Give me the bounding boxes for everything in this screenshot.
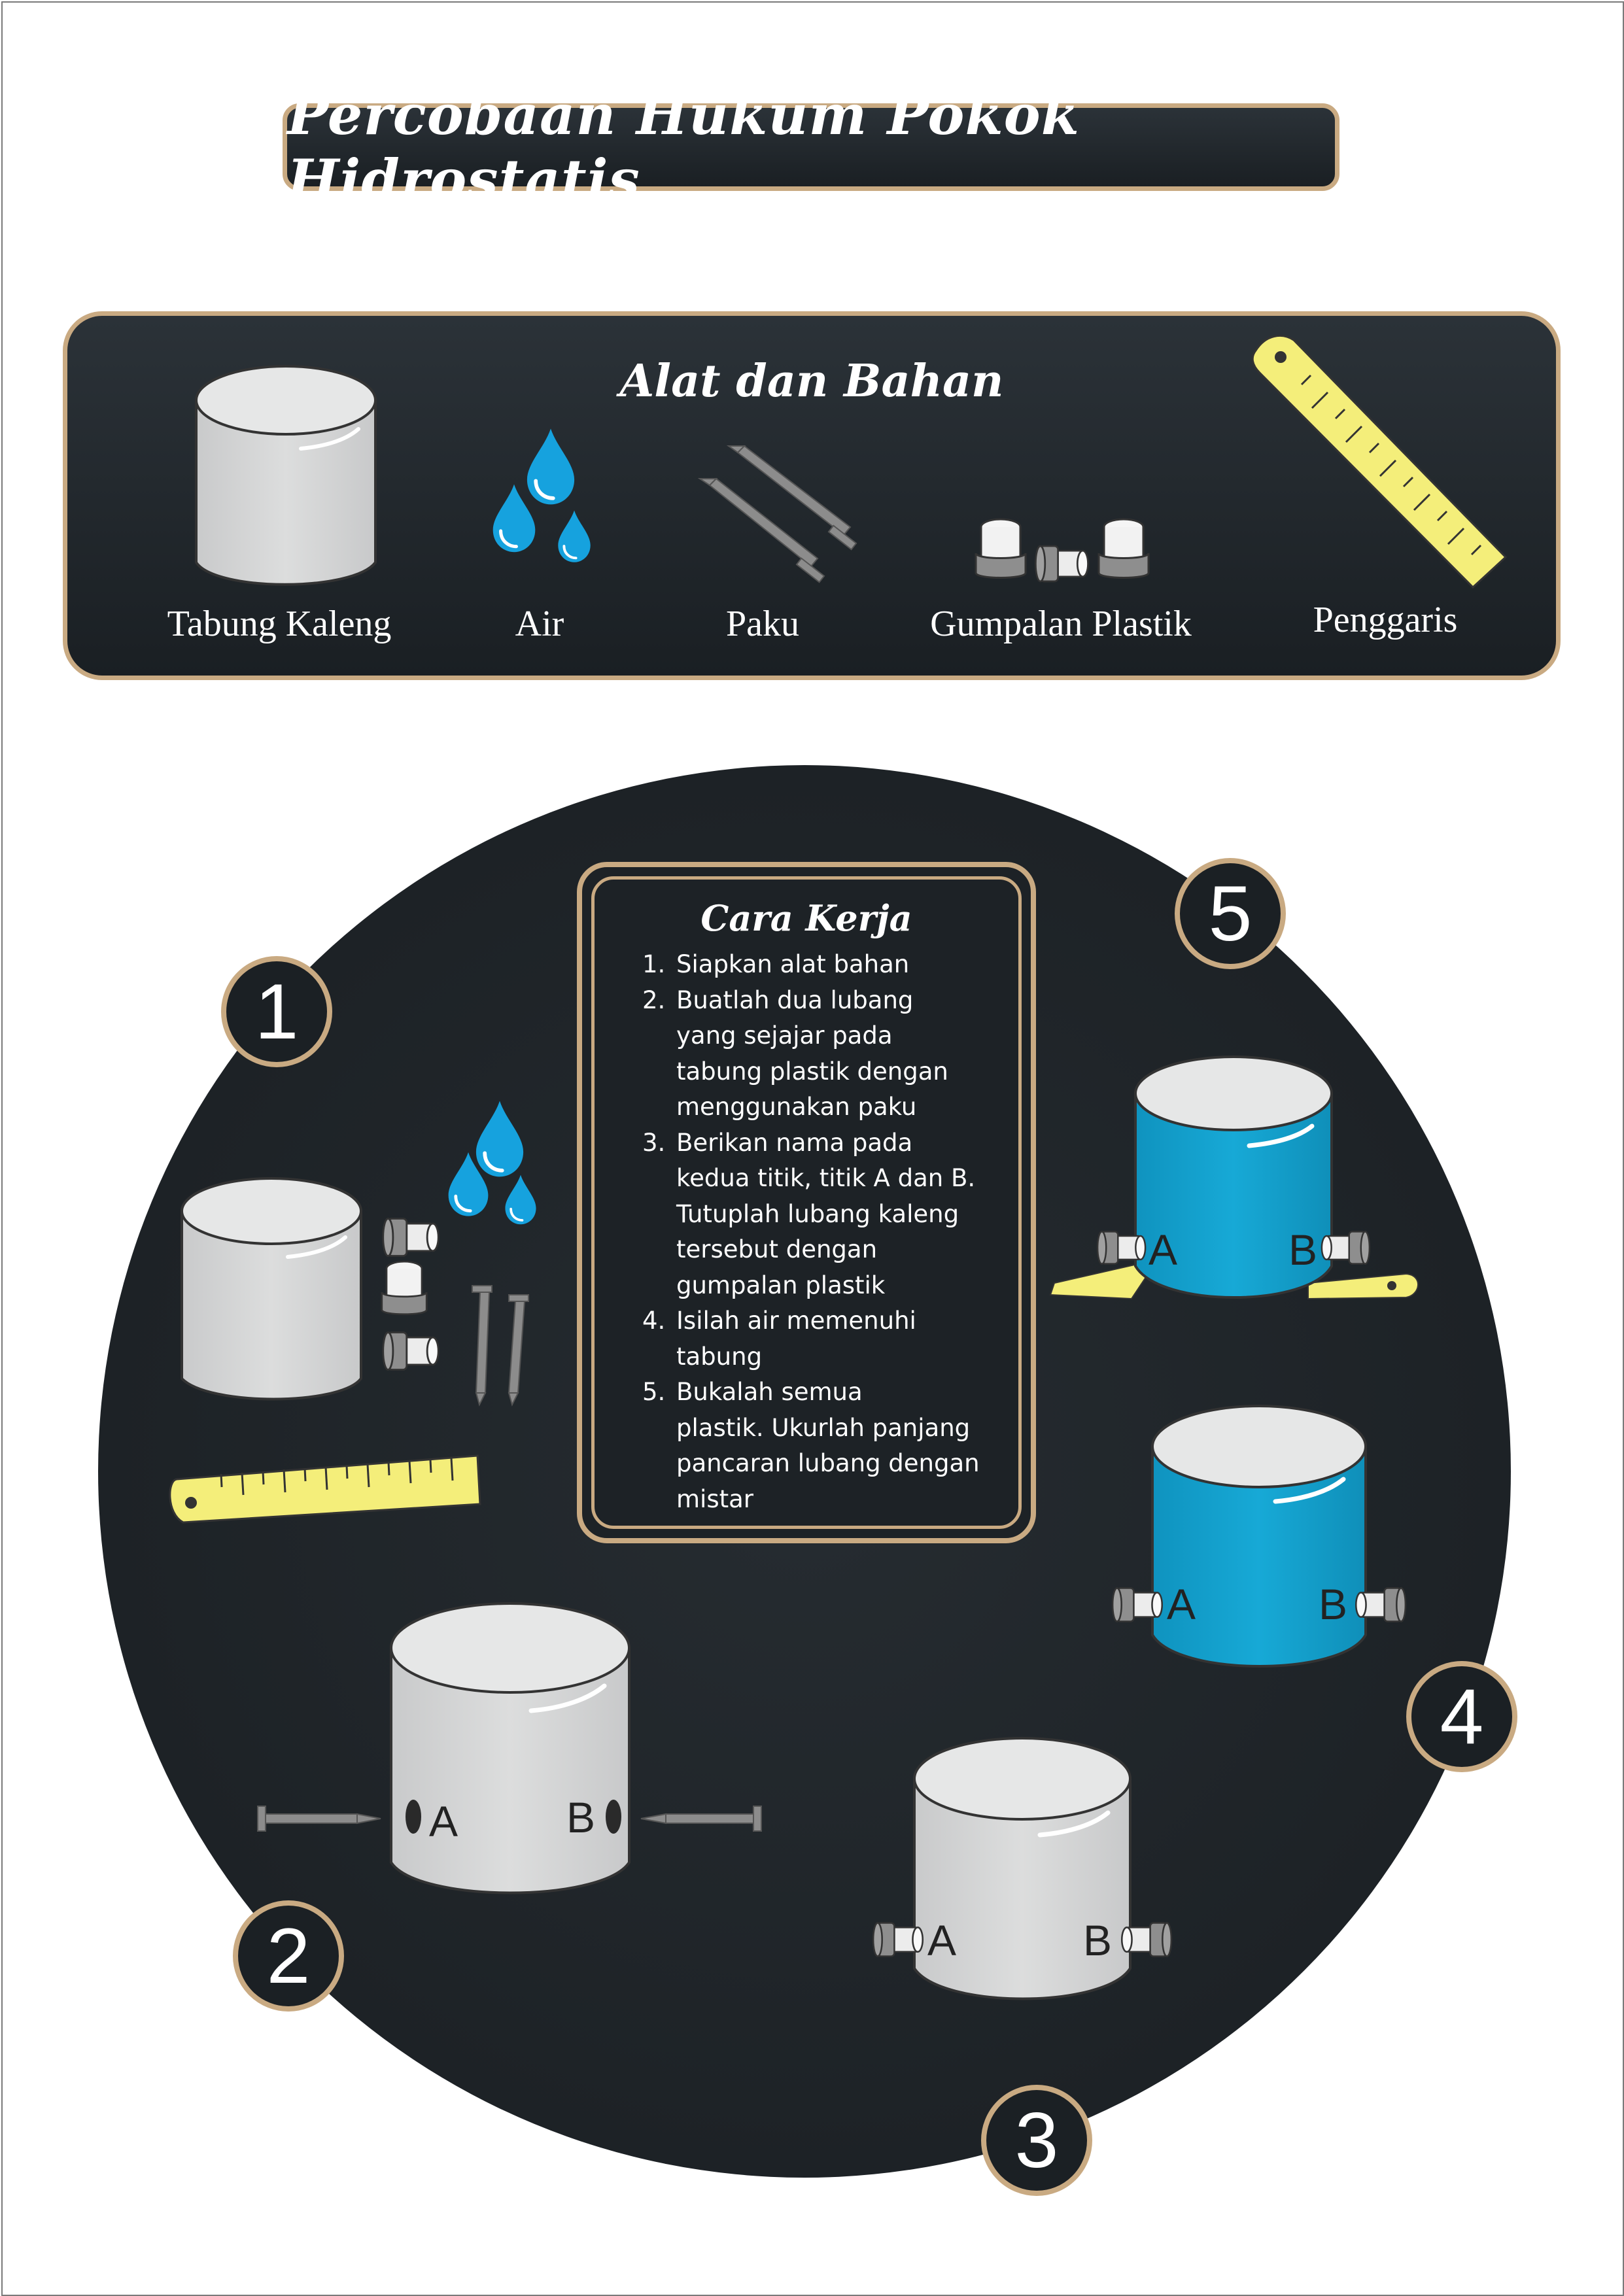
ruler-icon [169,1454,481,1524]
hole-b [606,1800,621,1834]
point-b-label-step5: B [1288,1225,1318,1274]
point-b-label-step3: B [1083,1916,1113,1964]
procedure-step-text: menggunakan paku [676,1093,917,1121]
label-paku: Paku [726,604,799,644]
procedure-step-text: tabung plastik dengan [676,1057,948,1086]
point-a-label-step5: A [1149,1225,1178,1274]
procedure-step-text: plastik. Ukurlah panjang [676,1413,971,1442]
step2-illustration [257,1602,762,1894]
procedure-box-inner-border [591,876,1022,1529]
procedure-step-text: Tutuplah lubang kaleng [676,1199,959,1228]
procedure-step-text: kedua titik, titik A dan B. [676,1164,976,1192]
point-a-label-step4: A [1167,1580,1196,1628]
procedure-step-text: pancaran lubang dengan [676,1449,980,1477]
procedure-step-5: 5. Bukalah semua plastik. Ukurlah panjan… [642,1375,1009,1517]
hole-a [406,1800,421,1834]
procedure-step-number: 4. [642,1307,666,1335]
tin-can-icon [195,365,377,586]
step-badge-4: 4 [1406,1661,1517,1772]
nails-icon [697,445,857,583]
procedure-step-2: 2. Buatlah dua lubang yang sejajar pada … [642,983,1009,1125]
label-penggaris: Penggaris [1313,600,1458,640]
label-tabung-kaleng: Tabung Kaleng [167,604,392,644]
procedure-step-text: tabung [676,1342,763,1371]
step1-illustration [169,1101,538,1524]
procedure-step-4: 4. Isilah air memenuhi tabung [642,1303,1009,1375]
step-badge-2: 2 [233,1900,344,2012]
procedure-step-text: mistar [676,1484,753,1513]
procedure-box: Cara Kerja 1. Siapkan alat bahan 2. Buat… [577,862,1036,1543]
procedure-step-text: Siapkan alat bahan [676,950,910,978]
step-badge-5: 5 [1175,858,1286,969]
point-a-label-step3: A [927,1916,957,1964]
ruler-left-icon [1049,1258,1160,1300]
step3-illustration [872,1737,1173,2000]
procedure-step-text: Berikan nama pada [676,1128,913,1157]
procedure-step-1: 1. Siapkan alat bahan [642,947,1009,983]
procedure-step-number: 1. [642,950,666,978]
step5-illustration [1049,1055,1419,1300]
nail-left-icon [257,1806,381,1832]
title-banner: Percobaan Hukum Pokok Hidrostatis [283,82,1339,212]
point-b-label-step2: B [566,1793,596,1842]
procedure-step-text: yang sejajar pada [676,1021,893,1050]
step-badge-1: 1 [221,956,332,1067]
plastic-plugs-icon [381,1218,440,1371]
procedure-step-number: 2. [642,985,666,1014]
ruler-icon [1251,334,1508,589]
step-badge-3: 3 [981,2085,1092,2196]
procedure-step-number: 3. [642,1128,666,1157]
label-gumpalan-plastik: Gumpalan Plastik [930,604,1192,644]
step4-illustration [1111,1405,1407,1668]
point-a-label-step2: A [429,1797,458,1845]
procedure-heading: Cara Kerja [700,897,912,939]
label-air: Air [515,604,564,644]
ruler-right-icon [1307,1273,1419,1300]
tin-can-icon [181,1177,362,1401]
procedure-step-text: tersebut dengan [676,1235,878,1263]
materials-heading: Alat dan Bahan [619,355,1004,407]
procedure-step-text: Buatlah dua lubang [676,985,914,1014]
nails-icon [472,1285,529,1407]
nail-right-icon [640,1806,762,1832]
page-title: Percobaan Hukum Pokok Hidrostatis [287,82,1080,212]
procedure-step-number: 5. [642,1378,666,1406]
procedure-step-3: 3. Berikan nama pada kedua titik, titik … [642,1125,1009,1304]
water-drops-icon [449,1101,538,1226]
procedure-step-text: gumpalan plastik [676,1271,886,1299]
procedure-step-text: Bukalah semua [676,1378,863,1406]
procedure-list: 1. Siapkan alat bahan 2. Buatlah dua lub… [642,947,1009,1517]
procedure-step-text: Isilah air memenuhi [676,1307,916,1335]
point-b-label-step4: B [1319,1580,1348,1628]
